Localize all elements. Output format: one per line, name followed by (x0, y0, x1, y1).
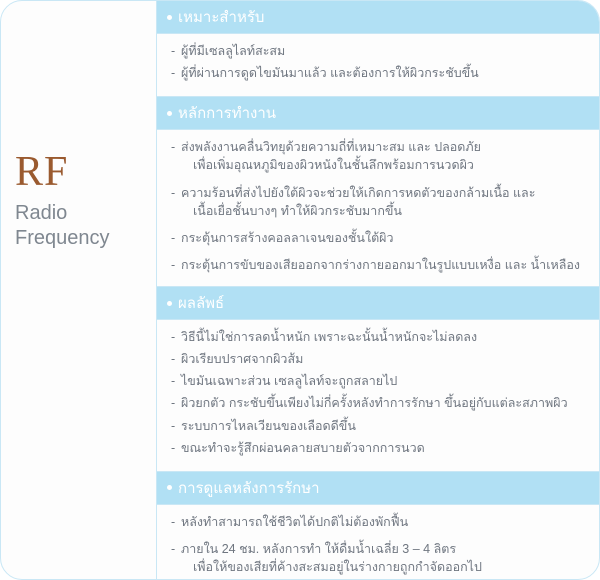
list-item: วิธีนี้ไม่ใช่การลดน้ำหนัก เพราะฉะนั้นน้ำ… (171, 328, 585, 346)
section-header-principle: หลักการทำงาน (157, 96, 599, 130)
list-item: หลังทำสามารถใช้ชีวิตได้ปกติไม่ต้องพักฟื้… (171, 513, 585, 531)
section-header-result: ผลลัพธ์ (157, 286, 599, 320)
list-item: ภายใน 24 ชม. หลังการทำ ให้ดื่มน้ำเฉลี่ย … (171, 540, 585, 576)
section-body-suitable: ผู้ที่มีเซลลูไลท์สะสม ผู้ที่ผ่านการดูดไข… (157, 34, 599, 96)
right-panel: เหมาะสำหรับ ผู้ที่มีเซลลูไลท์สะสม ผู้ที่… (156, 1, 599, 579)
subtitle-line2: Frequency (15, 227, 110, 249)
list-item: ระบบการไหลเวียนของเลือดดีขึ้น (171, 417, 585, 435)
list-item: ความร้อนที่ส่งไปยังใต้ผิวจะช่วยให้เกิดกา… (171, 184, 585, 220)
bullet-icon (167, 485, 172, 490)
bullet-icon (167, 301, 172, 306)
header-label: เหมาะสำหรับ (178, 5, 264, 29)
rf-subtitle: Radio Frequency (15, 201, 156, 251)
list-item: ผิวยกตัว กระชับขึ้นเพียงไม่กี่ครั้งหลังท… (171, 394, 585, 412)
item-line: เนื้อเยื่อชั้นบางๆ ทำให้ผิวกระชับมากขึ้น (181, 202, 585, 220)
list-item: ส่งพลังงานคลื่นวิทยุด้วยความถี่ที่เหมาะส… (171, 138, 585, 174)
rf-title: RF (15, 151, 156, 193)
section-body-principle: ส่งพลังงานคลื่นวิทยุด้วยความถี่ที่เหมาะส… (157, 130, 599, 286)
list-item: ขณะทำจะรู้สึกผ่อนคลายสบายตัวจากการนวด (171, 439, 585, 457)
item-line: ภายใน 24 ชม. หลังการทำ ให้ดื่มน้ำเฉลี่ย … (181, 542, 456, 556)
left-panel: RF Radio Frequency (1, 1, 156, 579)
section-header-aftercare: การดูแลหลังการรักษา (157, 471, 599, 505)
header-label: หลักการทำงาน (178, 101, 276, 125)
bullet-icon (167, 15, 172, 20)
item-line: ความร้อนที่ส่งไปยังใต้ผิวจะช่วยให้เกิดกา… (181, 186, 535, 200)
list-item: ไขมันเฉพาะส่วน เซลลูไลท์จะถูกสลายไป (171, 372, 585, 390)
list-item: ผู้ที่ผ่านการดูดไขมันมาแล้ว และต้องการให… (171, 64, 585, 82)
item-line: เพื่อให้ของเสียที่ค้างสะสมอยู่ในร่างกายถ… (181, 558, 585, 576)
list-item: กระตุ้นการสร้างคอลลาเจนของชั้นใต้ผิว (171, 229, 585, 247)
section-body-result: วิธีนี้ไม่ใช่การลดน้ำหนัก เพราะฉะนั้นน้ำ… (157, 320, 599, 471)
header-label: การดูแลหลังการรักษา (178, 476, 320, 500)
section-header-suitable: เหมาะสำหรับ (157, 1, 599, 34)
info-card: RF Radio Frequency เหมาะสำหรับ ผู้ที่มีเ… (0, 0, 600, 580)
subtitle-line1: Radio (15, 202, 67, 224)
item-line: ส่งพลังงานคลื่นวิทยุด้วยความถี่ที่เหมาะส… (181, 140, 481, 154)
bullet-icon (167, 111, 172, 116)
section-body-aftercare: หลังทำสามารถใช้ชีวิตได้ปกติไม่ต้องพักฟื้… (157, 505, 599, 580)
list-item: ผู้ที่มีเซลลูไลท์สะสม (171, 42, 585, 60)
header-label: ผลลัพธ์ (178, 291, 224, 315)
list-item: กระตุ้นการขับของเสียออกจากร่างกายออกมาใน… (171, 256, 585, 274)
item-line: เพื่อเพิ่มอุณหภูมิของผิวหนังในชั้นลึกพร้… (181, 156, 585, 174)
list-item: ผิวเรียบปราศจากผิวส้ม (171, 350, 585, 368)
